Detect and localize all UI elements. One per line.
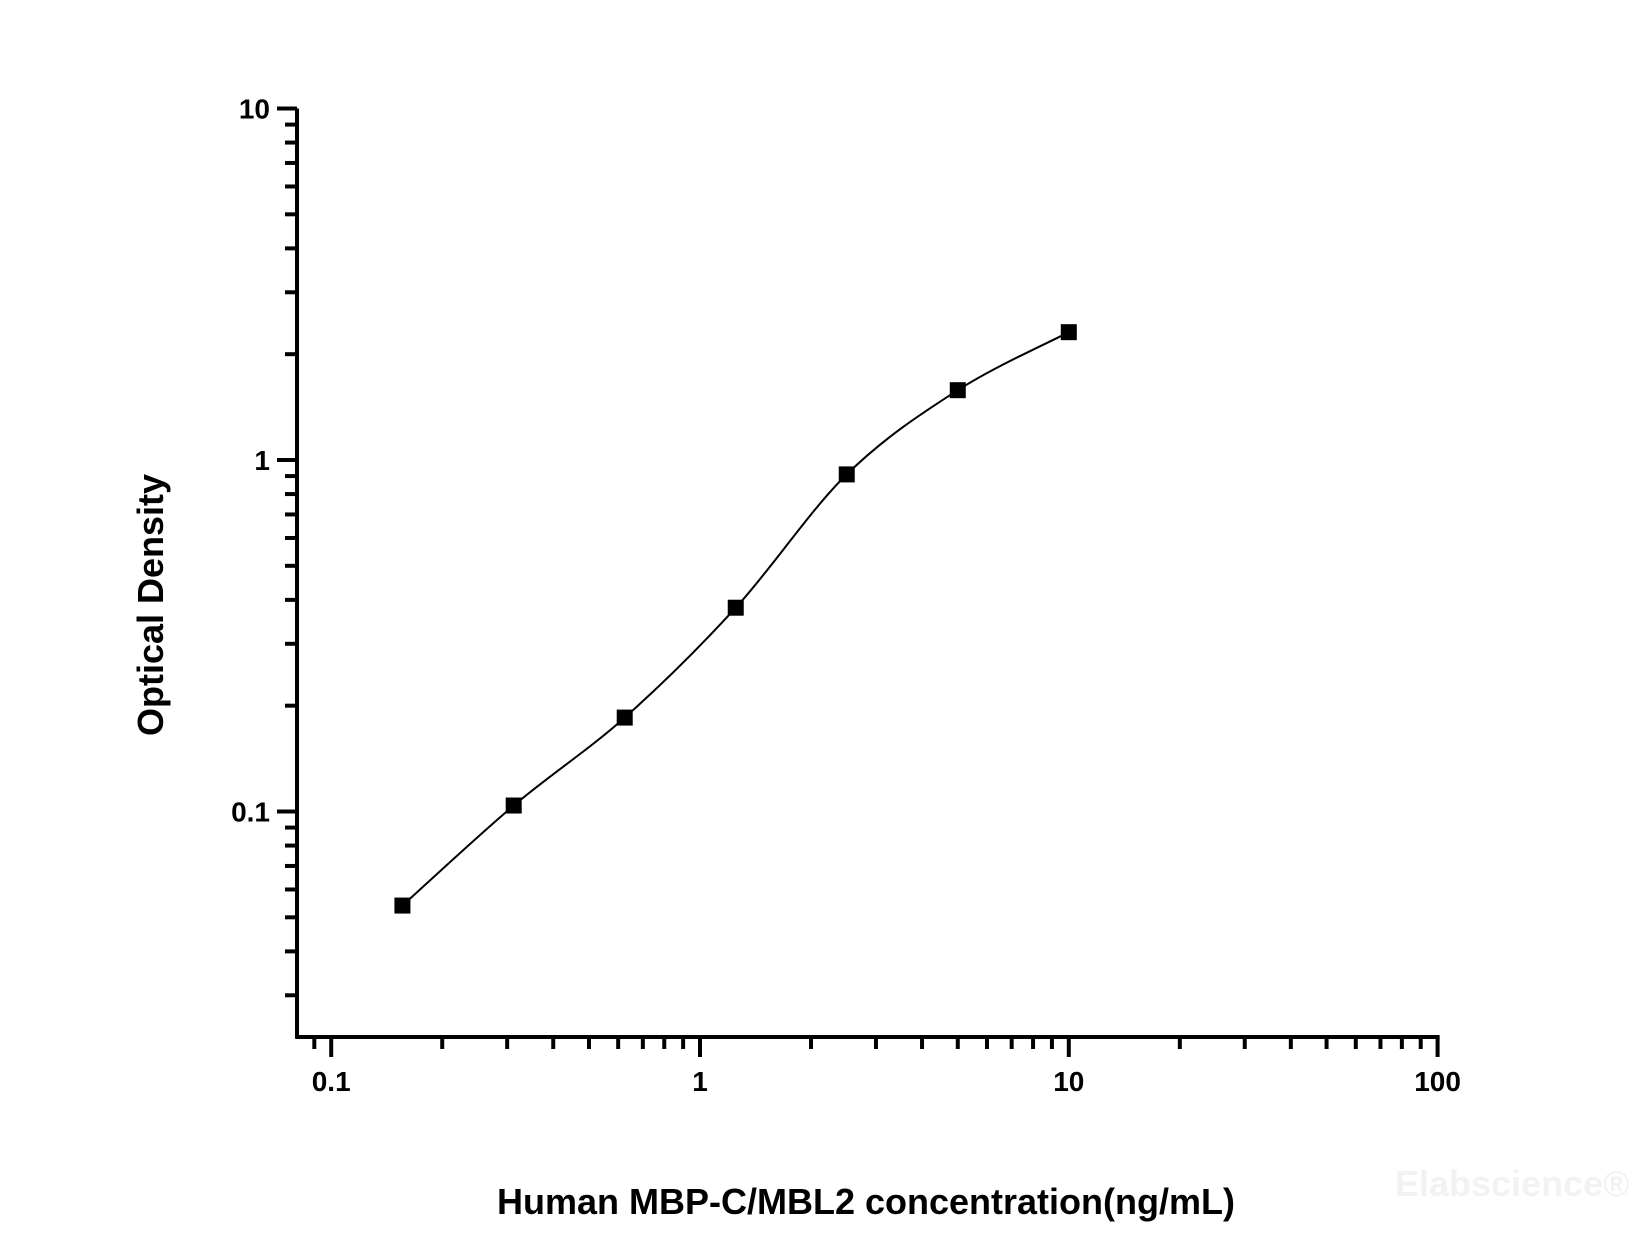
x-axis-tick-labels: 0.1 1 10 100 (312, 1066, 1461, 1097)
data-point-marker (838, 466, 855, 483)
x-axis-title: Human MBP-C/MBL2 concentration(ng/mL) (497, 1181, 1235, 1222)
data-point-marker (1060, 324, 1077, 341)
fit-curve (401, 331, 1070, 907)
y-tick-label: 10 (239, 94, 270, 125)
x-tick-label: 0.1 (312, 1066, 351, 1097)
x-axis-ticks (312, 1037, 1440, 1057)
y-tick-label: 1 (254, 445, 270, 476)
watermark-logo: Elabscience® (1395, 1163, 1630, 1204)
data-point-marker (394, 897, 411, 914)
x-tick-label: 1 (692, 1066, 708, 1097)
data-point-marker (505, 797, 522, 814)
y-axis-ticks (277, 106, 297, 998)
y-axis-title: Optical Density (130, 474, 171, 736)
x-tick-label: 10 (1053, 1066, 1084, 1097)
data-point-marker (616, 709, 633, 726)
x-tick-label: 100 (1414, 1066, 1461, 1097)
axes (295, 108, 1440, 1039)
data-point-marker (727, 599, 744, 616)
y-axis-tick-labels: 0.1 1 10 (231, 94, 270, 828)
y-tick-label: 0.1 (231, 797, 270, 828)
data-points (394, 324, 1077, 914)
data-point-marker (949, 382, 966, 399)
